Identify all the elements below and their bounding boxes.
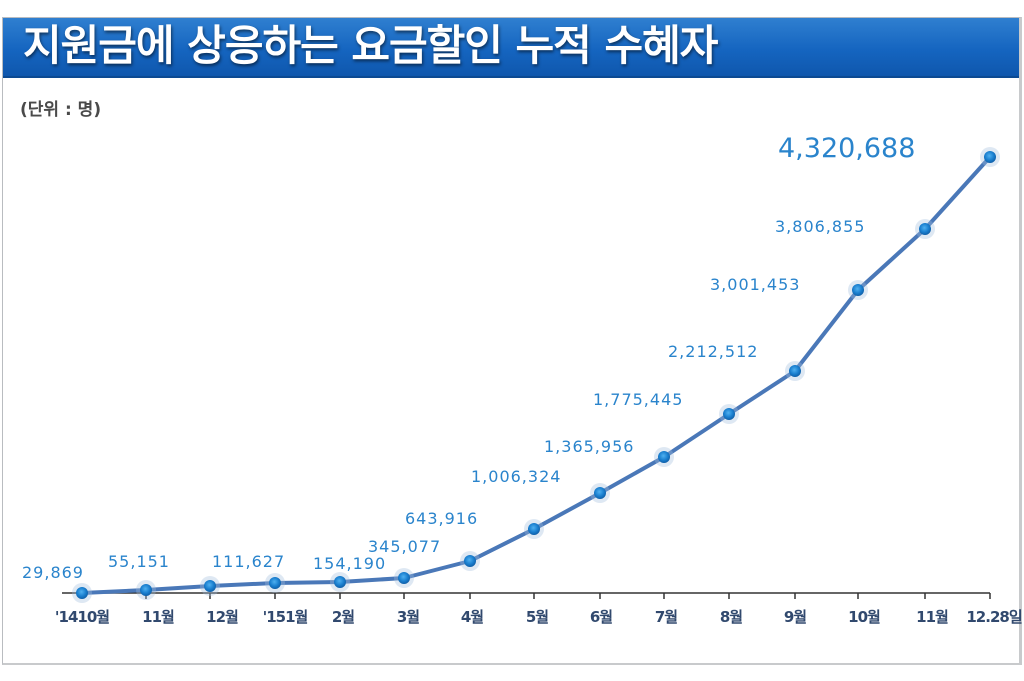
data-point-marker: [334, 576, 346, 588]
value-label: 1,365,956: [544, 437, 634, 456]
chart-title: 지원금에 상응하는 요금할인 누적 수혜자: [23, 21, 718, 70]
value-label: 643,916: [405, 509, 478, 528]
x-axis-label: 12.28일: [966, 608, 1021, 626]
value-label: 2,212,512: [668, 342, 758, 361]
x-axis-label: 5월: [526, 608, 548, 626]
value-label: 55,151: [108, 552, 170, 571]
value-label: 3,001,453: [710, 275, 800, 294]
data-point-marker: [723, 408, 735, 420]
data-point-marker: [76, 587, 88, 599]
value-label: 345,077: [368, 537, 441, 556]
title-bar: 지원금에 상응하는 요금할인 누적 수혜자: [3, 18, 1019, 78]
x-axis-label: 11월: [916, 608, 948, 626]
data-point-marker: [398, 572, 410, 584]
value-label: 29,869: [22, 563, 84, 582]
data-point-marker: [528, 523, 540, 535]
x-axis-label: 4월: [461, 608, 483, 626]
data-point-marker: [919, 223, 931, 235]
x-axis: [62, 592, 991, 599]
value-label: 1,775,445: [593, 390, 683, 409]
value-label: 1,006,324: [471, 467, 561, 486]
value-label: 3,806,855: [775, 217, 865, 236]
x-axis-label: '1410월: [55, 608, 109, 626]
data-point-marker: [658, 451, 670, 463]
x-axis-label: 12월: [206, 608, 238, 626]
data-point-marker: [984, 151, 996, 163]
data-markers: [72, 147, 1000, 603]
x-axis-label: 8월: [720, 608, 742, 626]
x-axis-label: 3월: [397, 608, 419, 626]
data-point-marker: [594, 487, 606, 499]
x-axis-label: '151월: [263, 608, 308, 626]
x-axis-label: 7월: [655, 608, 677, 626]
unit-label: (단위 : 명): [20, 100, 102, 120]
data-point-marker: [464, 555, 476, 567]
data-point-marker: [269, 577, 281, 589]
x-axis-label: 6월: [590, 608, 612, 626]
x-axis-label: 10월: [848, 608, 880, 626]
data-point-marker: [789, 365, 801, 377]
value-label: 4,320,688: [778, 133, 915, 164]
value-label: 111,627: [212, 552, 285, 571]
x-axis-label: 11월: [142, 608, 174, 626]
data-point-marker: [852, 284, 864, 296]
data-point-marker: [140, 584, 152, 596]
x-axis-labels: '1410월 11월 12월 '151월 2월 3월 4월 5월 6월 7월 8월 9월 10월 11월 1…: [55, 608, 1023, 626]
x-axis-label: 2월: [332, 608, 354, 626]
data-point-marker: [204, 580, 216, 592]
x-axis-label: 9월: [784, 608, 806, 626]
chart-frame: 지원금에 상응하는 요금할인 누적 수혜자: [2, 17, 1022, 665]
value-label: 154,190: [313, 554, 386, 573]
